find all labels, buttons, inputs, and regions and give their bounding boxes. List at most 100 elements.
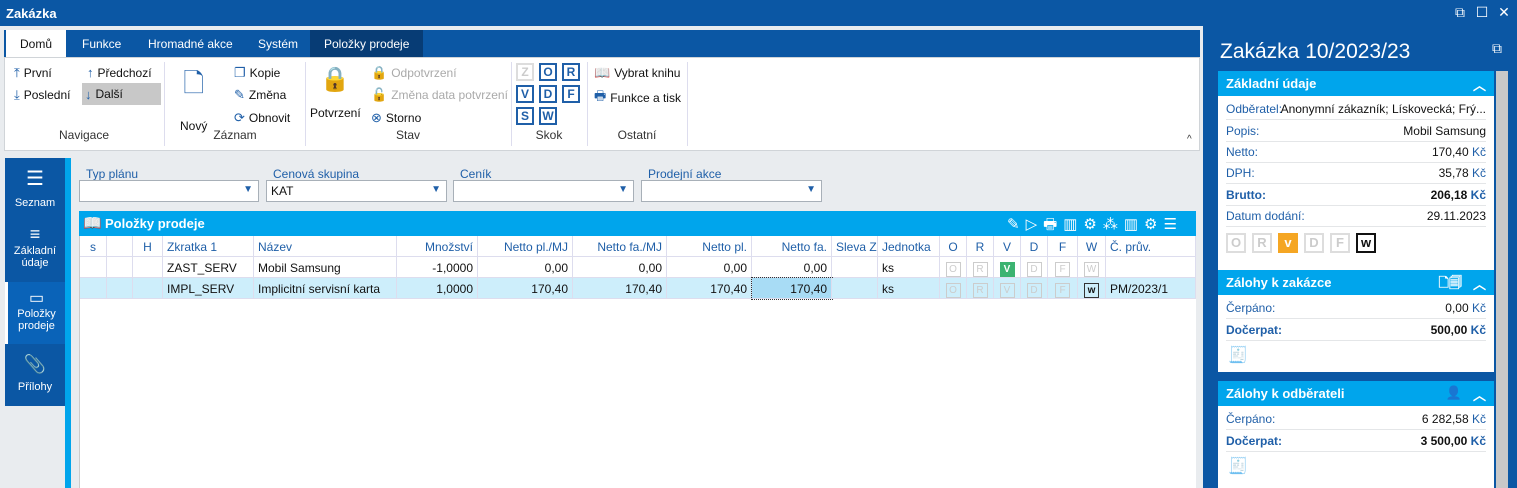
table-cell[interactable]: 170,40 xyxy=(478,278,573,299)
jump-w[interactable]: W xyxy=(539,107,557,125)
column-header[interactable]: H xyxy=(133,236,163,257)
refresh-button[interactable]: ⟳ Obnovit xyxy=(231,108,293,128)
table-cell[interactable]: ZAST_SERV xyxy=(163,257,254,278)
table-cell[interactable]: 1,0000 xyxy=(397,278,478,299)
jump-o[interactable]: O xyxy=(539,63,557,81)
table-cell[interactable]: IMPL_SERV xyxy=(163,278,254,299)
tab-system[interactable]: Systém xyxy=(258,37,299,51)
invoice-icon[interactable]: 🧾 xyxy=(1228,458,1248,475)
table-cell[interactable]: Mobil Samsung xyxy=(254,257,397,278)
column-header[interactable]: O xyxy=(940,236,967,257)
table-cell[interactable] xyxy=(133,257,163,278)
user-list-icon[interactable]: 👤 xyxy=(1445,385,1462,400)
cancel-button[interactable]: ⊗ Storno xyxy=(368,108,424,128)
edit-button[interactable]: ✎ Změna xyxy=(231,85,289,105)
nav-polozky-prodeje[interactable]: ▭ Položky prodeje xyxy=(5,282,65,344)
column-header[interactable]: F xyxy=(1048,236,1078,257)
tab-funkce[interactable]: Funkce xyxy=(82,37,122,51)
table-cell[interactable]: -1,0000 xyxy=(397,257,478,278)
cenova-skupina-select[interactable]: KAT ▼ xyxy=(266,180,447,202)
splitter[interactable] xyxy=(65,158,71,488)
section-header[interactable]: Základní údaje ︿ xyxy=(1218,71,1494,96)
tab-polozky-prodeje[interactable]: Položky prodeje xyxy=(310,30,424,57)
table-cell[interactable]: Implicitní servisní karta xyxy=(254,278,397,299)
table-cell[interactable]: V xyxy=(994,257,1021,278)
close-icon[interactable]: ✕ xyxy=(1498,4,1510,20)
print-button[interactable]: 🖶 Funkce a tisk xyxy=(591,85,684,111)
column-header[interactable]: W xyxy=(1078,236,1106,257)
table-cell[interactable]: ks xyxy=(878,257,940,278)
table-cell[interactable]: R xyxy=(967,278,994,299)
tab-hromadne-akce[interactable]: Hromadné akce xyxy=(148,37,233,51)
table-cell[interactable]: ks xyxy=(878,278,940,299)
collapse-ribbon-icon[interactable]: ^ xyxy=(1187,134,1192,145)
table-cell[interactable]: O xyxy=(940,278,967,299)
table-cell[interactable]: w xyxy=(1078,278,1106,299)
column-header[interactable]: Název xyxy=(254,236,397,257)
table-cell[interactable] xyxy=(107,257,133,278)
table-cell[interactable]: 170,40 xyxy=(573,278,667,299)
column-header[interactable]: Netto fa./MJ xyxy=(573,236,667,257)
last-button[interactable]: ⤓ Poslední xyxy=(11,85,73,105)
tab-domu[interactable]: Domů xyxy=(6,30,67,57)
column-header[interactable]: Netto pl. xyxy=(667,236,752,257)
table-cell[interactable] xyxy=(80,278,107,299)
table-cell[interactable]: W xyxy=(1078,257,1106,278)
change-date-button[interactable]: 🔓 Změna data potvrzení xyxy=(368,85,511,105)
column-header[interactable]: R xyxy=(967,236,994,257)
table-cell[interactable]: F xyxy=(1048,257,1078,278)
jump-s[interactable]: S xyxy=(516,107,534,125)
section-header[interactable]: Zálohy k odběrateli 👤 ︿ xyxy=(1218,381,1494,406)
column-header[interactable]: Jednotka xyxy=(878,236,940,257)
jump-v[interactable]: V xyxy=(516,85,534,103)
grid-toolbar[interactable]: ✎▷🖶▥⚙⁂▥⚙☰ xyxy=(1007,216,1183,233)
table-cell[interactable]: V xyxy=(994,278,1021,299)
new-button[interactable]: 🗋 Nový xyxy=(177,63,210,135)
maximize-icon[interactable]: ☐ xyxy=(1475,4,1489,20)
jump-d[interactable]: D xyxy=(539,85,557,103)
table-cell[interactable]: PM/2023/1 xyxy=(1106,278,1196,299)
jump-r[interactable]: R xyxy=(562,63,580,81)
table-cell[interactable] xyxy=(1106,257,1196,278)
table-cell[interactable] xyxy=(80,257,107,278)
next-button[interactable]: ↓ Další xyxy=(82,83,161,105)
column-header[interactable]: V xyxy=(994,236,1021,257)
table-cell[interactable]: 0,00 xyxy=(478,257,573,278)
invoice-icon[interactable]: 🧾 xyxy=(1228,347,1248,364)
scrollbar[interactable] xyxy=(1496,71,1508,488)
nav-zakladni-udaje[interactable]: ≡ Základní údaje xyxy=(5,220,65,280)
table-cell[interactable]: R xyxy=(967,257,994,278)
chevron-up-icon[interactable]: ︿ xyxy=(1472,388,1486,403)
column-header[interactable]: Sleva Z xyxy=(832,236,878,257)
column-header[interactable]: Množství xyxy=(397,236,478,257)
popout-icon[interactable]: ⧉ xyxy=(1492,40,1502,56)
column-header[interactable]: Netto fa. xyxy=(752,236,832,257)
table-cell[interactable]: D xyxy=(1021,257,1048,278)
restore-icon[interactable]: ⧉ xyxy=(1455,4,1465,20)
copy-button[interactable]: ❐ Kopie xyxy=(231,63,283,83)
prodejni-akce-select[interactable]: ▼ xyxy=(641,180,822,202)
jump-f[interactable]: F xyxy=(562,85,580,103)
table-cell[interactable]: F xyxy=(1048,278,1078,299)
column-header[interactable]: s xyxy=(80,236,107,257)
column-header[interactable] xyxy=(107,236,133,257)
table-cell[interactable] xyxy=(832,278,878,299)
nav-prilohy[interactable]: 📎 Přílohy xyxy=(5,346,65,406)
select-book-button[interactable]: 📖 Vybrat knihu xyxy=(591,63,683,83)
unconfirm-button[interactable]: 🔒 Odpotvrzení xyxy=(368,63,460,83)
table-cell[interactable]: D xyxy=(1021,278,1048,299)
first-button[interactable]: ⤒ První xyxy=(11,63,55,83)
column-header[interactable]: Č. prův. xyxy=(1106,236,1196,257)
chevron-up-icon[interactable]: ︿ xyxy=(1472,78,1486,93)
typ-planu-select[interactable]: ▼ xyxy=(79,180,259,202)
section-header[interactable]: Zálohy k zakázce 🗋🗐 ︿ xyxy=(1218,270,1494,295)
table-cell[interactable]: 170,40 xyxy=(751,277,833,300)
jump-z[interactable]: Z xyxy=(516,63,534,81)
table-cell[interactable]: O xyxy=(940,257,967,278)
table-cell[interactable]: 0,00 xyxy=(573,257,667,278)
table-cell[interactable]: 170,40 xyxy=(667,278,752,299)
table-cell[interactable]: 0,00 xyxy=(667,257,752,278)
table-cell[interactable] xyxy=(107,278,133,299)
table-cell[interactable] xyxy=(832,257,878,278)
prev-button[interactable]: ↑ Předchozí xyxy=(84,63,155,82)
